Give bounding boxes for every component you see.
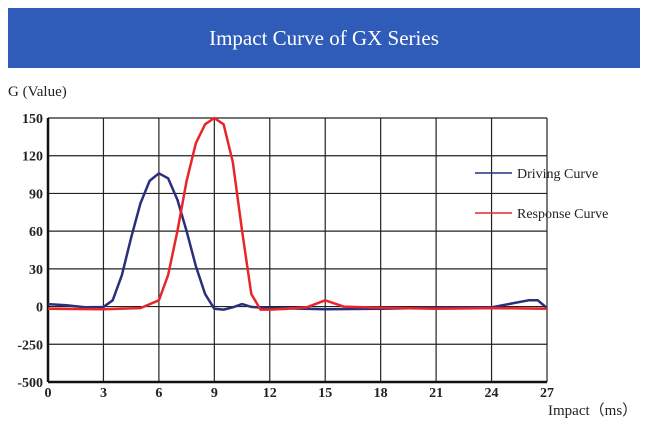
legend-label: Driving Curve: [517, 167, 598, 182]
y-tick-label: -500: [17, 376, 43, 391]
legend-label: Response Curve: [517, 207, 608, 222]
y-tick-label: 30: [29, 263, 43, 278]
y-tick-label: 120: [22, 150, 43, 165]
y-tick-label: -250: [17, 338, 43, 353]
x-tick-label: 21: [429, 386, 443, 401]
x-tick-label: 3: [100, 386, 107, 401]
series-line-response: [47, 116, 548, 311]
y-tick-label: 150: [22, 112, 43, 127]
y-tick-label: 90: [29, 187, 43, 202]
x-tick-label: 6: [155, 386, 162, 401]
x-tick-label: 15: [318, 386, 332, 401]
x-tick-label: 0: [45, 386, 52, 401]
x-tick-label: 24: [485, 386, 499, 401]
y-tick-label: 0: [36, 301, 43, 316]
x-tick-label: 27: [540, 386, 554, 401]
x-tick-label: 9: [211, 386, 218, 401]
y-tick-label: 60: [29, 225, 43, 240]
y-axis-label: G (Value): [8, 84, 67, 100]
x-tick-label: 18: [374, 386, 388, 401]
x-axis-label: Impact（ms）: [548, 402, 637, 419]
chart-title: Impact Curve of GX Series: [8, 8, 640, 68]
x-tick-label: 12: [263, 386, 277, 401]
